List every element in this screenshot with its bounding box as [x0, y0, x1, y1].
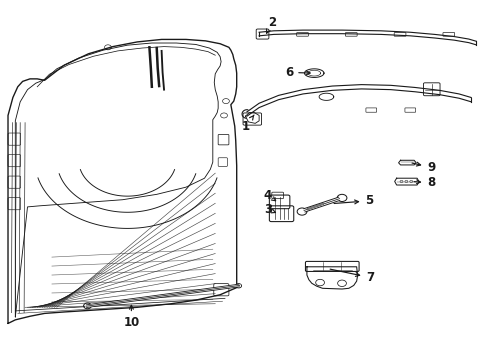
Text: 2: 2	[266, 17, 275, 33]
Text: 6: 6	[285, 66, 309, 79]
Text: 5: 5	[333, 194, 373, 207]
Text: 10: 10	[123, 305, 139, 329]
Text: 3: 3	[264, 203, 275, 216]
Text: 1: 1	[241, 115, 253, 133]
Text: 8: 8	[413, 176, 435, 189]
Text: 7: 7	[329, 269, 374, 284]
Text: 9: 9	[411, 161, 435, 174]
Text: 4: 4	[263, 189, 275, 202]
